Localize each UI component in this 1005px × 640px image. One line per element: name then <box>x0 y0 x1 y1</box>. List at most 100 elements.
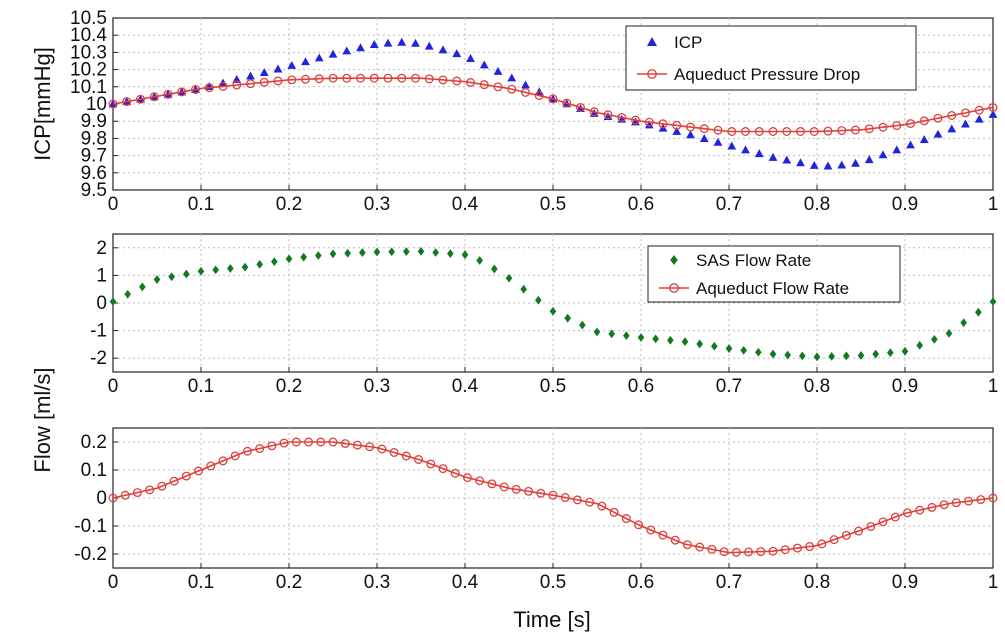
data-point <box>328 73 338 83</box>
data-point <box>711 341 718 351</box>
legend-marker <box>647 69 657 79</box>
x-tick-label: 0.9 <box>892 572 918 593</box>
data-point <box>267 441 277 451</box>
data-point <box>579 320 586 330</box>
icp-panel: 0 0.1 0.2 0.3 0.4 0.5 0.6 0.7 0.8 0.9 110.510.410.… <box>70 8 998 215</box>
data-point <box>365 442 375 452</box>
y-tick-label: -2 <box>90 348 107 369</box>
data-point <box>631 115 640 125</box>
data-point <box>499 482 509 492</box>
data-point <box>256 259 263 269</box>
data-point <box>593 327 601 337</box>
x-tick-label: 0.3 <box>364 194 390 215</box>
y-tick-label: 2 <box>96 238 107 259</box>
data-point <box>725 344 733 353</box>
x-tick-label: 0.9 <box>892 194 918 215</box>
x-tick-label: 0.4 <box>452 376 479 397</box>
data-point <box>919 116 929 126</box>
flow-y-axis-label: Flow [ml/s] <box>30 367 55 472</box>
data-point <box>534 91 544 101</box>
data-point <box>857 351 865 360</box>
data-point <box>841 530 851 540</box>
data-point <box>809 127 819 136</box>
data-point <box>301 57 310 66</box>
data-point <box>644 117 654 127</box>
data-point <box>432 248 439 257</box>
legend-box <box>625 25 917 91</box>
x-tick-label: 0.6 <box>628 572 654 593</box>
data-point <box>864 124 874 134</box>
data-point <box>507 84 517 94</box>
data-point <box>287 75 297 85</box>
data-point <box>218 81 228 91</box>
data-point <box>356 73 365 83</box>
data-point <box>206 461 216 471</box>
data-point <box>792 543 802 553</box>
data-point <box>878 150 888 159</box>
x-tick-label: 0 <box>108 376 119 397</box>
data-point <box>227 264 234 273</box>
data-point <box>109 297 117 307</box>
data-point <box>145 485 155 495</box>
x-tick-label: 0.1 <box>188 572 214 593</box>
data-point <box>828 351 835 361</box>
data-point <box>681 337 689 347</box>
data-point <box>383 73 393 83</box>
data-point <box>273 64 283 73</box>
data-point <box>608 329 615 339</box>
data-point <box>314 74 324 84</box>
data-point <box>892 121 902 131</box>
data-point <box>377 444 387 454</box>
data-point <box>461 250 469 260</box>
x-tick-label: 0.5 <box>540 572 566 593</box>
data-point <box>784 350 791 360</box>
data-point <box>597 501 607 511</box>
data-point <box>136 94 145 104</box>
data-point <box>951 498 961 508</box>
legend: ICP Aqueduct Pressure Drop <box>625 25 917 91</box>
data-point <box>535 295 542 305</box>
data-point <box>285 254 293 264</box>
data-point <box>132 488 142 498</box>
x-tick-label: 0.4 <box>452 572 479 593</box>
data-point <box>389 448 399 457</box>
data-point <box>768 546 778 556</box>
x-tick-label: 0.7 <box>716 376 742 397</box>
data-point <box>756 547 766 557</box>
data-point <box>988 109 998 118</box>
data-point <box>805 542 815 552</box>
data-point <box>947 124 957 133</box>
data-point <box>246 79 255 89</box>
data-point <box>902 508 912 518</box>
data-point <box>548 490 558 500</box>
y-tick-label: 10.1 <box>70 77 107 98</box>
data-point <box>194 466 204 476</box>
data-point <box>183 269 190 279</box>
data-point <box>696 339 703 349</box>
data-point <box>799 351 806 361</box>
data-point <box>417 246 425 256</box>
y-tick-label: 0.1 <box>81 460 107 481</box>
x-tick-label: 0.6 <box>628 194 654 215</box>
data-point <box>369 73 379 83</box>
data-point <box>741 127 750 136</box>
data-point <box>191 85 200 94</box>
data-point <box>316 437 326 447</box>
data-point <box>887 348 894 358</box>
data-point <box>356 43 365 52</box>
data-point <box>287 61 297 69</box>
data-point <box>328 437 338 447</box>
data-point <box>329 249 337 259</box>
y-tick-label: 10.2 <box>70 60 107 81</box>
data-point <box>505 273 513 283</box>
x-tick-label: 0.2 <box>276 376 302 397</box>
data-point <box>695 542 705 552</box>
data-point <box>621 514 631 524</box>
data-point <box>520 284 527 294</box>
data-point <box>851 158 860 167</box>
data-point <box>511 484 521 494</box>
data-point <box>989 297 997 307</box>
data-point <box>411 38 420 47</box>
x-tick-label: 0.8 <box>804 376 830 397</box>
legend: SAS Flow Rate Aqueduct Flow Rate <box>647 245 901 303</box>
